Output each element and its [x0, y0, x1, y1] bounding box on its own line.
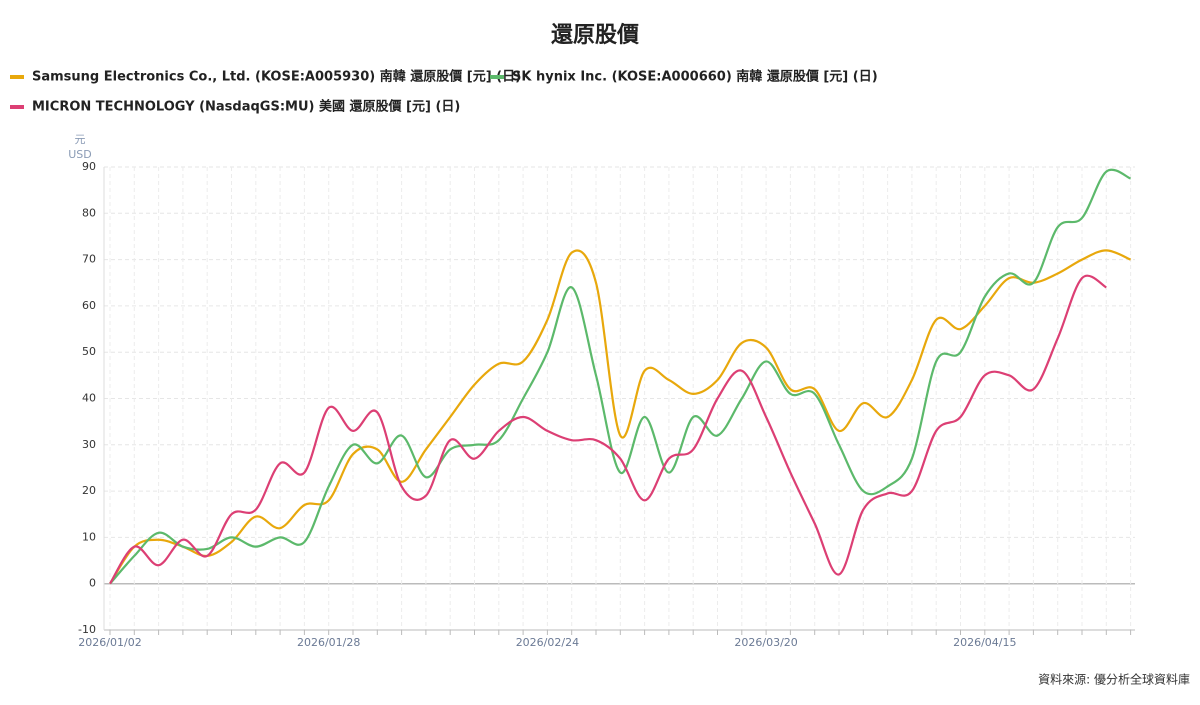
- x-tick-label: 2026/02/24: [516, 636, 579, 649]
- y-tick-label: 40: [82, 392, 96, 405]
- series-line: [109, 249, 1132, 585]
- x-tick-label: 2026/04/15: [953, 636, 1016, 649]
- source-note: 資料來源: 優分析全球資料庫: [1038, 672, 1190, 687]
- series-line: [109, 168, 1132, 585]
- x-tick-label: 2026/01/28: [297, 636, 360, 649]
- y-tick-label: 90: [82, 160, 96, 173]
- x-tick-label: 2026/01/02: [78, 636, 141, 649]
- y-tick-label: 30: [82, 438, 96, 451]
- y-tick-label: 10: [82, 530, 96, 543]
- chart-title: 還原股價: [551, 23, 640, 48]
- y-unit: 元: [75, 133, 86, 146]
- x-tick-label: 2026/03/20: [734, 636, 797, 649]
- y-tick-label: 60: [82, 299, 96, 312]
- y-tick-label: 0: [89, 577, 96, 590]
- y-tick-label: 50: [82, 345, 96, 358]
- y-unit: USD: [68, 148, 92, 161]
- y-tick-label: 80: [82, 206, 96, 219]
- legend-label: MICRON TECHNOLOGY (NasdaqGS:MU) 美國 還原股價 …: [32, 99, 460, 115]
- y-tick-label: 70: [82, 253, 96, 266]
- legend-label: SK hynix Inc. (KOSE:A000660) 南韓 還原股價 [元]…: [512, 69, 878, 85]
- series-line: [109, 274, 1107, 585]
- y-tick-label: -10: [78, 623, 96, 636]
- legend-label: Samsung Electronics Co., Ltd. (KOSE:A005…: [32, 69, 521, 85]
- y-tick-label: 20: [82, 484, 96, 497]
